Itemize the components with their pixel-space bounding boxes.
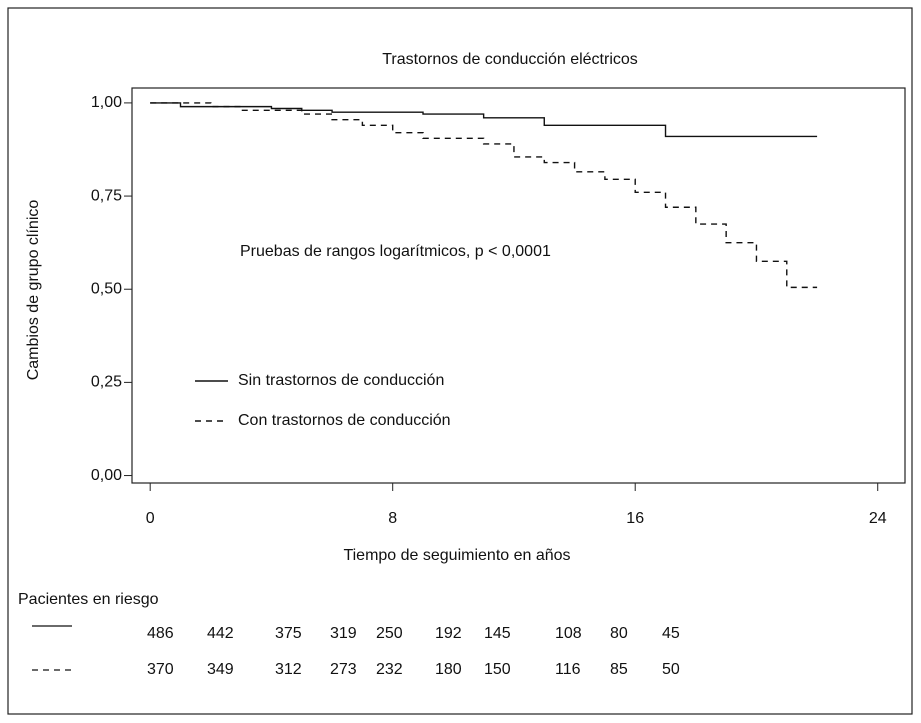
risk-count: 80: [610, 625, 628, 642]
annotation: Pruebas de rangos logarítmicos, p < 0,00…: [240, 243, 551, 260]
y-axis-label: Cambios de grupo clínico: [25, 200, 42, 381]
risk-count: 442: [207, 625, 234, 642]
risk-count: 486: [147, 625, 174, 642]
y-tick-label: 0,25: [91, 374, 122, 391]
risk-count: 108: [555, 625, 582, 642]
y-tick-label: 0,50: [91, 280, 122, 297]
x-tick-label: 8: [388, 510, 397, 527]
risk-count: 370: [147, 661, 174, 678]
risk-count: 45: [662, 625, 680, 642]
y-tick-label: 0,00: [91, 467, 122, 484]
risk-table-title: Pacientes en riesgo: [18, 591, 159, 608]
x-tick-label: 24: [869, 510, 887, 527]
risk-count: 150: [484, 661, 511, 678]
legend-label: Sin trastornos de conducción: [238, 372, 444, 389]
x-tick-label: 16: [626, 510, 644, 527]
survival-curve: [150, 102, 818, 289]
y-tick-label: 0,75: [91, 187, 122, 204]
plot-area: [131, 87, 906, 484]
risk-count: 349: [207, 661, 234, 678]
risk-count: 250: [376, 625, 403, 642]
x-axis-label: Tiempo de seguimiento en años: [343, 547, 570, 564]
risk-count: 232: [376, 661, 403, 678]
risk-count: 192: [435, 625, 462, 642]
chart-title: Trastornos de conducción eléctricos: [382, 51, 638, 68]
risk-count: 116: [555, 661, 581, 678]
risk-count: 180: [435, 661, 462, 678]
survival-curve: [150, 102, 818, 138]
x-tick-label: 0: [146, 510, 155, 527]
risk-count: 273: [330, 661, 357, 678]
risk-count: 319: [330, 625, 357, 642]
risk-count: 312: [275, 661, 302, 678]
risk-count: 145: [484, 625, 511, 642]
legend-label: Con trastornos de conducción: [238, 412, 451, 429]
y-tick-label: 1,00: [91, 94, 122, 111]
frame: [7, 7, 913, 715]
risk-count: 375: [275, 625, 302, 642]
risk-count: 50: [662, 661, 680, 678]
risk-count: 85: [610, 661, 628, 678]
